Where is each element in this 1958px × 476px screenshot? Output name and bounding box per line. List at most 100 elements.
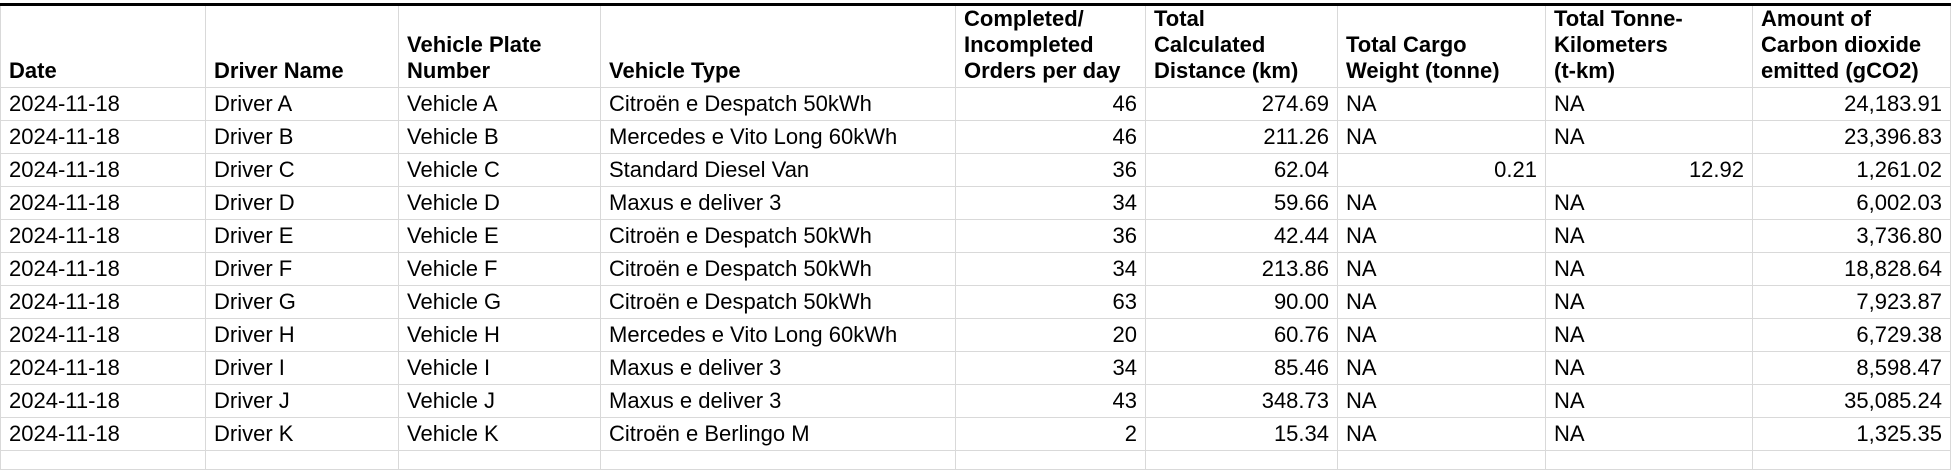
cell-type[interactable]: Mercedes e Vito Long 60kWh [600, 318, 956, 352]
cell-plate[interactable]: Vehicle J [398, 384, 601, 418]
cell-date[interactable]: 2024-11-18 [0, 285, 206, 319]
cell-type[interactable]: Citroën e Despatch 50kWh [600, 252, 956, 286]
cell-distance[interactable]: 90.00 [1145, 285, 1338, 319]
cell-cargo[interactable]: NA [1337, 417, 1546, 451]
cell-date[interactable]: 2024-11-18 [0, 186, 206, 220]
cell-distance[interactable]: 211.26 [1145, 120, 1338, 154]
cell-tkm[interactable]: NA [1545, 186, 1753, 220]
cell-orders[interactable]: 46 [955, 87, 1146, 121]
cell-tkm[interactable]: NA [1545, 318, 1753, 352]
cell-co2[interactable]: 1,261.02 [1752, 153, 1951, 187]
cell-date[interactable]: 2024-11-18 [0, 318, 206, 352]
cell-orders[interactable]: 2 [955, 417, 1146, 451]
cell-driver[interactable]: Driver G [205, 285, 399, 319]
empty-cell[interactable] [1752, 450, 1951, 470]
cell-cargo[interactable]: 0.21 [1337, 153, 1546, 187]
cell-co2[interactable]: 35,085.24 [1752, 384, 1951, 418]
cell-cargo[interactable]: NA [1337, 186, 1546, 220]
cell-type[interactable]: Citroën e Despatch 50kWh [600, 219, 956, 253]
column-header-driver[interactable]: Driver Name [205, 3, 399, 88]
cell-date[interactable]: 2024-11-18 [0, 219, 206, 253]
cell-type[interactable]: Mercedes e Vito Long 60kWh [600, 120, 956, 154]
cell-plate[interactable]: Vehicle G [398, 285, 601, 319]
cell-distance[interactable]: 60.76 [1145, 318, 1338, 352]
cell-co2[interactable]: 8,598.47 [1752, 351, 1951, 385]
cell-distance[interactable]: 213.86 [1145, 252, 1338, 286]
cell-driver[interactable]: Driver F [205, 252, 399, 286]
cell-co2[interactable]: 7,923.87 [1752, 285, 1951, 319]
empty-cell[interactable] [1145, 450, 1338, 470]
empty-cell[interactable] [600, 450, 956, 470]
cell-cargo[interactable]: NA [1337, 219, 1546, 253]
cell-date[interactable]: 2024-11-18 [0, 153, 206, 187]
column-header-tkm[interactable]: Total Tonne- Kilometers (t-km) [1545, 3, 1753, 88]
column-header-plate[interactable]: Vehicle Plate Number [398, 3, 601, 88]
cell-distance[interactable]: 274.69 [1145, 87, 1338, 121]
cell-orders[interactable]: 43 [955, 384, 1146, 418]
column-header-type[interactable]: Vehicle Type [600, 3, 956, 88]
cell-plate[interactable]: Vehicle F [398, 252, 601, 286]
cell-tkm[interactable]: NA [1545, 87, 1753, 121]
cell-orders[interactable]: 36 [955, 219, 1146, 253]
cell-cargo[interactable]: NA [1337, 318, 1546, 352]
cell-orders[interactable]: 63 [955, 285, 1146, 319]
cell-type[interactable]: Maxus e deliver 3 [600, 351, 956, 385]
cell-cargo[interactable]: NA [1337, 285, 1546, 319]
cell-co2[interactable]: 24,183.91 [1752, 87, 1951, 121]
cell-driver[interactable]: Driver I [205, 351, 399, 385]
cell-plate[interactable]: Vehicle K [398, 417, 601, 451]
cell-date[interactable]: 2024-11-18 [0, 252, 206, 286]
cell-driver[interactable]: Driver J [205, 384, 399, 418]
cell-plate[interactable]: Vehicle D [398, 186, 601, 220]
cell-orders[interactable]: 20 [955, 318, 1146, 352]
empty-cell[interactable] [205, 450, 399, 470]
cell-driver[interactable]: Driver C [205, 153, 399, 187]
cell-type[interactable]: Citroën e Despatch 50kWh [600, 87, 956, 121]
column-header-orders[interactable]: Completed/ Incompleted Orders per day [955, 3, 1146, 88]
empty-cell[interactable] [1545, 450, 1753, 470]
cell-type[interactable]: Citroën e Despatch 50kWh [600, 285, 956, 319]
cell-cargo[interactable]: NA [1337, 384, 1546, 418]
cell-driver[interactable]: Driver D [205, 186, 399, 220]
cell-co2[interactable]: 18,828.64 [1752, 252, 1951, 286]
cell-co2[interactable]: 3,736.80 [1752, 219, 1951, 253]
cell-plate[interactable]: Vehicle C [398, 153, 601, 187]
cell-cargo[interactable]: NA [1337, 120, 1546, 154]
cell-orders[interactable]: 34 [955, 351, 1146, 385]
cell-date[interactable]: 2024-11-18 [0, 384, 206, 418]
empty-cell[interactable] [398, 450, 601, 470]
cell-cargo[interactable]: NA [1337, 252, 1546, 286]
column-header-co2[interactable]: Amount of Carbon dioxide emitted (gCO2) [1752, 3, 1951, 88]
cell-plate[interactable]: Vehicle I [398, 351, 601, 385]
cell-driver[interactable]: Driver K [205, 417, 399, 451]
cell-co2[interactable]: 23,396.83 [1752, 120, 1951, 154]
cell-cargo[interactable]: NA [1337, 87, 1546, 121]
cell-type[interactable]: Maxus e deliver 3 [600, 384, 956, 418]
cell-orders[interactable]: 34 [955, 186, 1146, 220]
cell-driver[interactable]: Driver H [205, 318, 399, 352]
cell-plate[interactable]: Vehicle B [398, 120, 601, 154]
cell-distance[interactable]: 348.73 [1145, 384, 1338, 418]
column-header-cargo[interactable]: Total Cargo Weight (tonne) [1337, 3, 1546, 88]
cell-tkm[interactable]: NA [1545, 417, 1753, 451]
cell-tkm[interactable]: NA [1545, 384, 1753, 418]
cell-co2[interactable]: 1,325.35 [1752, 417, 1951, 451]
cell-driver[interactable]: Driver B [205, 120, 399, 154]
empty-cell[interactable] [1337, 450, 1546, 470]
cell-co2[interactable]: 6,002.03 [1752, 186, 1951, 220]
cell-orders[interactable]: 36 [955, 153, 1146, 187]
empty-cell[interactable] [955, 450, 1146, 470]
cell-date[interactable]: 2024-11-18 [0, 351, 206, 385]
cell-type[interactable]: Maxus e deliver 3 [600, 186, 956, 220]
cell-tkm[interactable]: 12.92 [1545, 153, 1753, 187]
cell-driver[interactable]: Driver E [205, 219, 399, 253]
cell-date[interactable]: 2024-11-18 [0, 87, 206, 121]
column-header-date[interactable]: Date [0, 3, 206, 88]
cell-cargo[interactable]: NA [1337, 351, 1546, 385]
cell-orders[interactable]: 34 [955, 252, 1146, 286]
cell-tkm[interactable]: NA [1545, 120, 1753, 154]
empty-cell[interactable] [0, 450, 206, 470]
cell-date[interactable]: 2024-11-18 [0, 120, 206, 154]
cell-date[interactable]: 2024-11-18 [0, 417, 206, 451]
cell-driver[interactable]: Driver A [205, 87, 399, 121]
